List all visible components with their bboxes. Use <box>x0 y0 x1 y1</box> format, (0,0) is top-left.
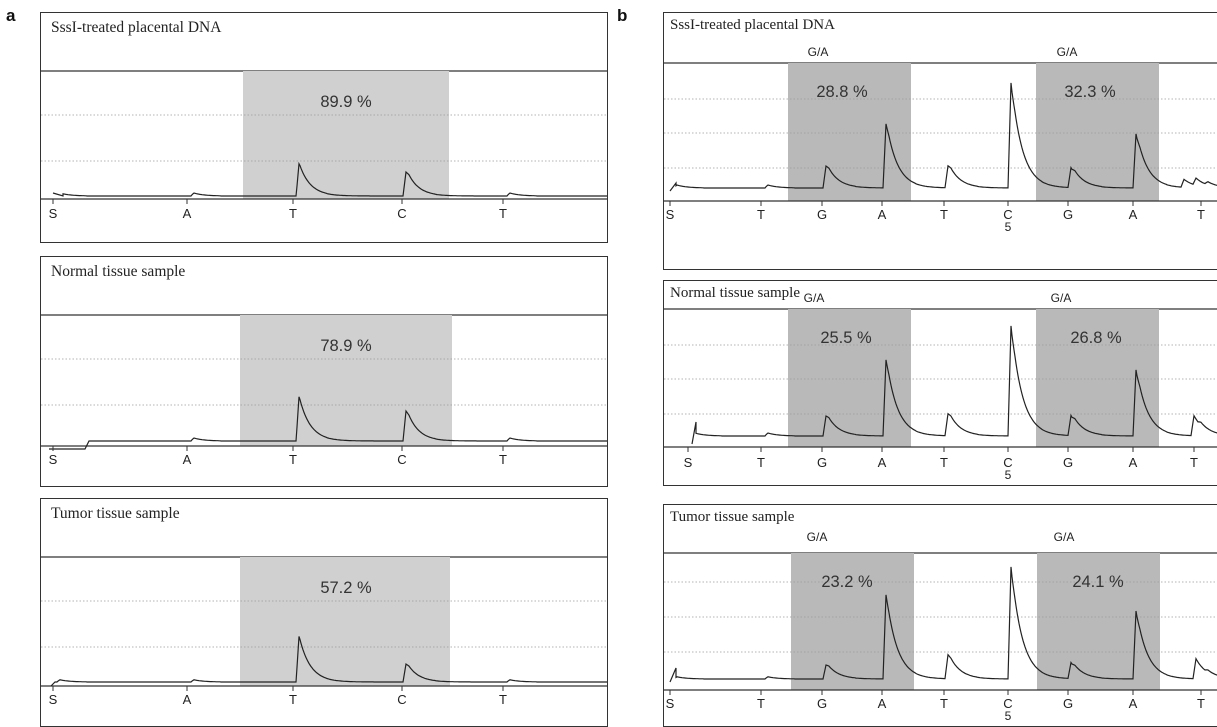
dispensation-label: A <box>183 452 192 467</box>
pyrogram-title: SssI-treated placental DNA <box>670 17 835 33</box>
dispensation-sublabel: 5 <box>1005 468 1012 482</box>
pyrogram-title: Tumor tissue sample <box>51 505 180 522</box>
pyrogram-plot: S T G A T C5 G A T G/A G/A 25.5 % 26.8 % <box>664 291 1217 482</box>
pyrogram-trace <box>669 566 1217 683</box>
pyrogram-trace <box>50 636 607 687</box>
dispensation-label: T <box>1197 207 1205 222</box>
dispensation-label: T <box>940 455 948 470</box>
cpg-site-shade <box>791 553 914 690</box>
dispensation-label: T <box>1197 696 1205 711</box>
dispensation-label: T <box>757 696 765 711</box>
methylation-percentage: 57.2 % <box>320 579 372 597</box>
pyrogram-a-normal: S A T C T 78.9 % Normal tissue sample <box>40 256 608 487</box>
dispensation-label: T <box>289 452 297 467</box>
cpg-site-shade <box>788 63 911 201</box>
dispensation-label: A <box>878 696 887 711</box>
dispensation-label: G <box>1063 207 1073 222</box>
dispensation-sublabel: 5 <box>1005 220 1012 234</box>
methylation-percentage: 26.8 % <box>1070 329 1122 347</box>
cpg-site-shade <box>240 315 452 446</box>
site-label: G/A <box>1054 530 1075 544</box>
site-label: G/A <box>1051 291 1072 305</box>
panel-label-a: a <box>6 6 16 25</box>
dispensation-label: T <box>499 692 507 707</box>
pyrogram-trace <box>49 396 607 450</box>
dispensation-label: S <box>666 207 675 222</box>
dispensation-label: C <box>397 692 406 707</box>
dispensation-label: A <box>183 692 192 707</box>
pyrogram-plot: S A T C T 89.9 % <box>41 70 607 221</box>
dispensation-label: A <box>183 206 192 221</box>
dispensation-label: S <box>666 696 675 711</box>
dispensation-label: C <box>1003 207 1012 222</box>
methylation-percentage: 28.8 % <box>816 83 868 101</box>
site-label: G/A <box>804 291 825 305</box>
pyrogram-b-tumor: S T G A T C 5 G A T G/A G/A 23.2 % 24.1 % Tumor tissu… <box>663 504 1217 727</box>
dispensation-label: G <box>817 455 827 470</box>
dispensation-label: T <box>940 207 948 222</box>
dispensation-label: G <box>817 207 827 222</box>
pyrogram-a-tumor: S A T C T 57.2 % Tumor tissue sample <box>40 498 608 727</box>
dispensation-label: S <box>684 455 693 470</box>
methylation-percentage: 78.9 % <box>320 337 372 355</box>
cpg-site-shade <box>788 309 911 447</box>
dispensation-label: T <box>289 692 297 707</box>
dispensation-label: T <box>757 455 765 470</box>
methylation-percentage: 25.5 % <box>820 329 872 347</box>
pyrogram-title: SssI-treated placental DNA <box>51 19 222 36</box>
pyrogram-plot: S A T C T 57.2 % <box>41 556 607 707</box>
cpg-site-shade <box>1037 553 1160 690</box>
dispensation-label: A <box>1129 455 1138 470</box>
dispensation-label: T <box>940 696 948 711</box>
dispensation-label: C <box>1003 455 1012 470</box>
dispensation-label: C <box>397 452 406 467</box>
dispensation-label: T <box>499 206 507 221</box>
methylation-percentage: 32.3 % <box>1064 83 1116 101</box>
site-label: G/A <box>808 45 829 59</box>
pyrogram-title: Normal tissue sample <box>670 285 800 301</box>
dispensation-label: S <box>49 206 58 221</box>
dispensation-sublabel: 5 <box>1005 709 1012 723</box>
dispensation-label: A <box>1129 207 1138 222</box>
panel-label-b: b <box>617 6 628 25</box>
cpg-site-shade <box>1036 63 1159 201</box>
dispensation-label: T <box>1190 455 1198 470</box>
dispensation-label: A <box>1129 696 1138 711</box>
dispensation-label: G <box>1063 455 1073 470</box>
dispensation-label: C <box>397 206 406 221</box>
dispensation-label: A <box>878 207 887 222</box>
dispensation-label: G <box>817 696 827 711</box>
dispensation-label: S <box>49 452 58 467</box>
pyrogram-trace <box>669 82 1217 192</box>
pyrogram-trace <box>52 161 607 197</box>
methylation-percentage: 23.2 % <box>821 573 873 591</box>
pyrogram-plot: S T G A T C5 G A T G/A G/A 28.8 % 32.3 % <box>664 45 1217 234</box>
dispensation-label: S <box>49 692 58 707</box>
dispensation-label: T <box>499 452 507 467</box>
site-label: G/A <box>807 530 828 544</box>
methylation-percentage: 89.9 % <box>320 93 372 111</box>
pyrogram-b-normal: S T G A T C 5 G A T G/A G/A 25.5 % 26.8 % Normal tiss… <box>663 280 1217 486</box>
pyrogram-plot: S A T C T 78.9 % <box>41 314 607 467</box>
pyrogram-b-placental: S T G A T C 5 G A T G/A G/A 28.8 % 32.3 % SssI-treate… <box>663 12 1217 270</box>
pyrogram-plot: S T G A T C5 G A T G/A G/A 23.2 % 24.1 % <box>664 530 1217 723</box>
methylation-percentage: 24.1 % <box>1072 573 1124 591</box>
dispensation-label: A <box>878 455 887 470</box>
dispensation-label: C <box>1003 696 1012 711</box>
pyrogram-trace <box>691 325 1217 445</box>
pyrogram-title: Normal tissue sample <box>51 263 186 280</box>
dispensation-label: G <box>1063 696 1073 711</box>
cpg-site-shade <box>240 557 450 686</box>
pyrogram-title: Tumor tissue sample <box>670 509 795 525</box>
dispensation-label: T <box>757 207 765 222</box>
pyrogram-a-placental: S A T C T 89.9 % SssI-treated placental DNA <box>40 12 608 243</box>
cpg-site-shade <box>1036 309 1159 447</box>
dispensation-label: T <box>289 206 297 221</box>
cpg-site-shade <box>243 71 449 199</box>
site-label: G/A <box>1057 45 1078 59</box>
